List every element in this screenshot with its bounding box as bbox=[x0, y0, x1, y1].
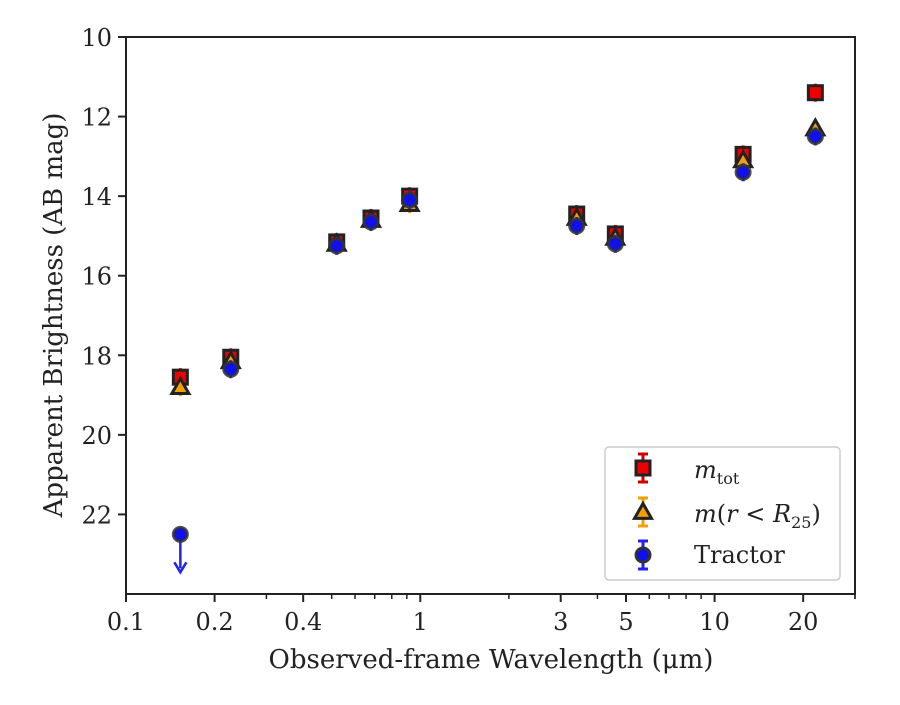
axes: 0.1 0.2 0.4 1 3 5 10 20 10 12 14 16 18 20 22 bbox=[81, 24, 856, 636]
data-point-triangle bbox=[169, 375, 192, 397]
legend-marker-circle bbox=[634, 539, 652, 571]
data-point-square bbox=[806, 83, 824, 102]
x-tick-label: 0.1 bbox=[107, 608, 145, 636]
legend-label-m-r-r25: m(r < R25) bbox=[694, 500, 821, 532]
y-tick-label: 14 bbox=[81, 183, 112, 211]
y-tick-label: 10 bbox=[81, 24, 112, 52]
y-tick-label: 18 bbox=[81, 342, 112, 370]
data-point-circle bbox=[222, 360, 240, 379]
legend-entry-m-r-r25: m(r < R25) bbox=[631, 496, 821, 532]
y-tick-label: 22 bbox=[81, 501, 112, 529]
data-point-circle bbox=[806, 127, 824, 146]
legend-marker-square bbox=[634, 452, 652, 484]
x-tick-label: 3 bbox=[553, 608, 568, 636]
x-tick-label: 10 bbox=[699, 608, 730, 636]
x-axis-label: Observed-frame Wavelength (μm) bbox=[269, 645, 714, 675]
legend-box bbox=[604, 446, 841, 581]
x-tick-label: 20 bbox=[788, 608, 819, 636]
legend-entry-m-tot: mtot bbox=[634, 452, 740, 488]
upper-limit-point bbox=[171, 525, 189, 575]
y-tick-label: 20 bbox=[81, 422, 112, 450]
x-tick-label: 1 bbox=[413, 608, 428, 636]
data-point-circle bbox=[401, 191, 419, 210]
legend-marker-triangle bbox=[631, 496, 655, 528]
axes-frame bbox=[125, 36, 856, 595]
legend-label-tractor: Tractor bbox=[694, 541, 785, 569]
data-point-circle bbox=[606, 234, 624, 253]
data-point-circle bbox=[328, 236, 346, 255]
legend-entry-tractor: Tractor bbox=[634, 539, 785, 571]
legend-label-m-tot: mtot bbox=[694, 456, 740, 488]
y-tick-label: 12 bbox=[81, 104, 112, 132]
x-tick-label: 0.4 bbox=[284, 608, 322, 636]
y-axis-label-text: Apparent Brightness (AB mag) bbox=[39, 113, 69, 519]
data-point-circle bbox=[362, 213, 380, 232]
x-axis-label-text: Observed-frame Wavelength (μm) bbox=[269, 645, 714, 675]
data-point-circle bbox=[568, 216, 586, 235]
legend: mtot m(r < R25) Tractor bbox=[604, 446, 841, 581]
x-tick-label: 5 bbox=[618, 608, 633, 636]
data-point-circle bbox=[734, 163, 752, 182]
y-axis-label: Apparent Brightness (AB mag) bbox=[39, 113, 69, 519]
plot-area bbox=[169, 83, 827, 575]
y-tick-label: 16 bbox=[81, 263, 112, 291]
x-tick-label: 0.2 bbox=[196, 608, 234, 636]
